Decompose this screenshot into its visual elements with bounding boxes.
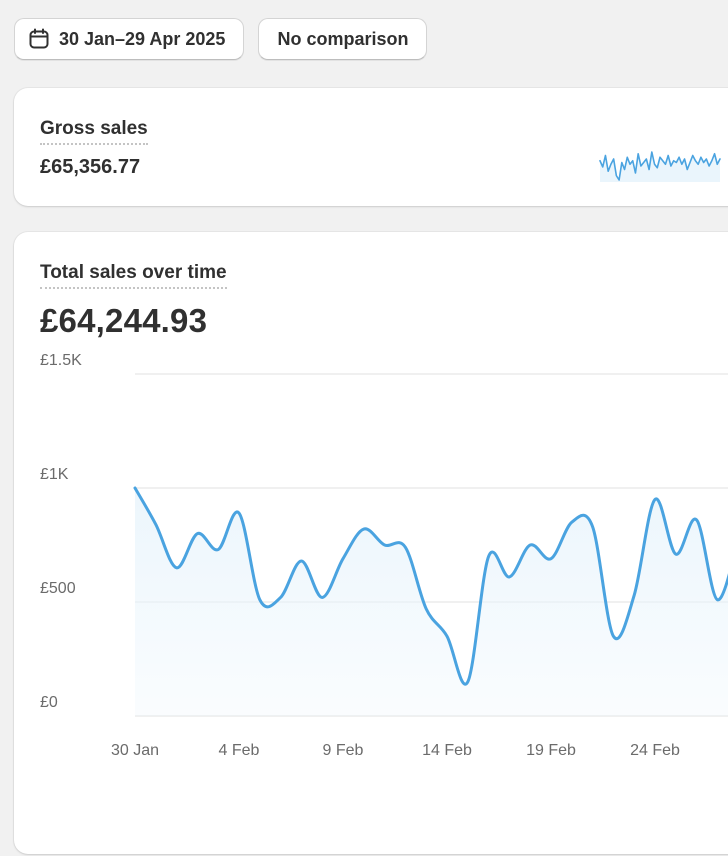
x-tick-label: 14 Feb	[422, 742, 472, 759]
comparison-button[interactable]: No comparison	[258, 18, 428, 60]
sales-area	[135, 488, 728, 716]
x-tick-label: 19 Feb	[526, 742, 576, 759]
gross-sales-title[interactable]: Gross sales	[40, 118, 148, 145]
gross-sales-value: £65,356.77	[40, 156, 141, 178]
total-sales-value: £64,244.93	[40, 302, 208, 339]
sparkline-line	[599, 151, 721, 181]
y-tick-label: £500	[40, 580, 76, 597]
total-sales-card: Total sales over time £64,244.93 £0 £500 £…	[14, 232, 728, 854]
y-tick-label: £1.5K	[40, 352, 82, 369]
comparison-label: No comparison	[277, 28, 409, 49]
calendar-icon	[28, 28, 50, 50]
x-tick-label: 24 Feb	[630, 742, 680, 759]
date-toolbar: 30 Jan–29 Apr 2025 No comparison	[14, 18, 428, 60]
y-tick-label: £1K	[40, 466, 69, 483]
date-range-label: 30 Jan–29 Apr 2025	[59, 28, 226, 49]
date-range-button[interactable]: 30 Jan–29 Apr 2025	[14, 18, 245, 60]
sales-line	[133, 486, 728, 686]
x-tick-label: 9 Feb	[323, 742, 364, 759]
gross-sales-card[interactable]: Gross sales £65,356.77	[14, 88, 728, 206]
total-sales-title[interactable]: Total sales over time	[40, 262, 227, 289]
x-tick-label: 4 Feb	[219, 742, 260, 759]
y-tick-label: £0	[40, 694, 58, 711]
x-tick-label: 30 Jan	[111, 742, 159, 759]
sparkline-area	[600, 152, 720, 182]
total-sales-chart: £0 £500 £1K £1.5K 30 Jan 4 Feb 9 Feb 14 Feb 19 F…	[40, 352, 728, 759]
gross-sales-sparkline	[599, 151, 721, 182]
